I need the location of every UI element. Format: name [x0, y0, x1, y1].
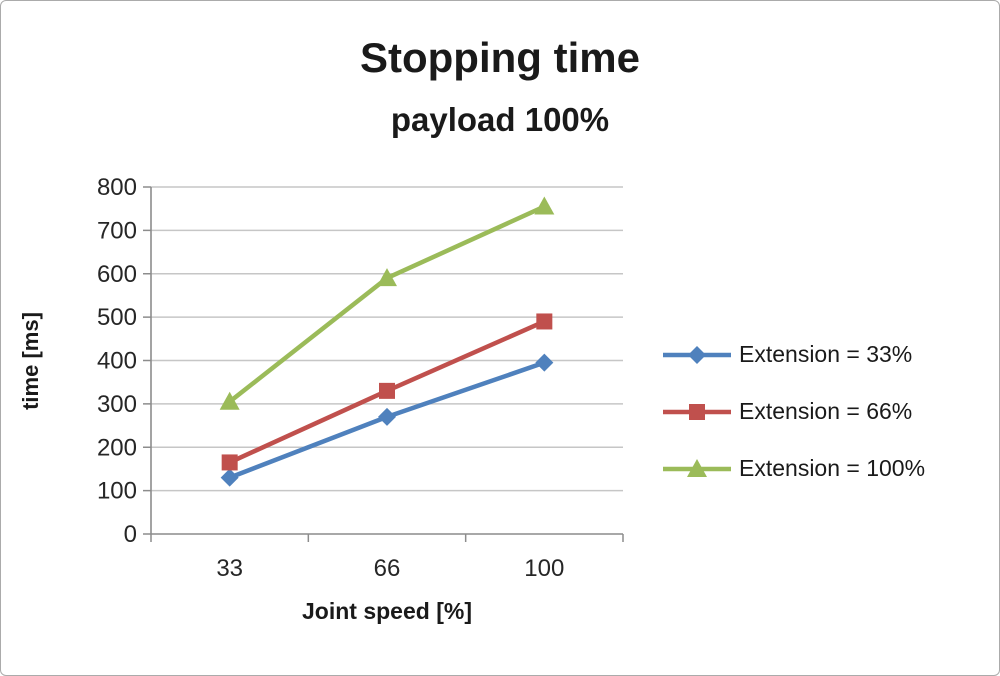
triangle-marker-icon	[534, 196, 555, 215]
y-tick-label: 300	[97, 391, 137, 418]
legend-item: Extension = 100%	[661, 455, 925, 482]
legend-item: Extension = 33%	[661, 341, 925, 368]
diamond-marker-icon	[220, 468, 239, 487]
square-marker-icon	[379, 382, 395, 399]
legend-label: Extension = 33%	[739, 341, 913, 367]
x-tick-label: 33	[216, 555, 243, 582]
series-line	[227, 204, 547, 404]
legend-item: Extension = 66%	[661, 398, 925, 425]
y-tick-label: 400	[97, 348, 137, 375]
y-tick-label: 200	[97, 434, 137, 461]
square-marker-icon	[536, 313, 553, 330]
x-axis-title: Joint speed [%]	[302, 598, 472, 624]
legend: Extension = 33% Extension = 66% Extension …	[661, 341, 925, 482]
legend-label: Extension = 66%	[739, 398, 913, 424]
diamond-marker-icon	[378, 407, 396, 426]
triangle-marker-icon	[219, 391, 240, 410]
triangle-marker-icon	[663, 458, 731, 477]
square-marker-icon	[663, 403, 731, 420]
diamond-marker-icon	[663, 345, 731, 364]
x-tick-label: 100	[524, 555, 564, 582]
legend-label: Extension = 100%	[739, 455, 926, 481]
x-tick-label: 66	[374, 555, 401, 582]
y-tick-label: 100	[97, 478, 137, 505]
chart-subtitle: payload 100%	[390, 101, 610, 138]
y-tick-label: 800	[97, 174, 137, 201]
y-tick-label: 500	[97, 304, 137, 331]
square-marker-icon	[221, 454, 238, 471]
y-tick-label: 600	[97, 261, 137, 288]
y-tick-label: 0	[124, 521, 137, 548]
chart-title: Stopping time	[360, 34, 640, 81]
y-axis-title: time [ms]	[18, 312, 43, 410]
diamond-marker-icon	[535, 353, 554, 372]
triangle-marker-icon	[377, 268, 397, 287]
y-tick-label: 700	[97, 217, 137, 244]
